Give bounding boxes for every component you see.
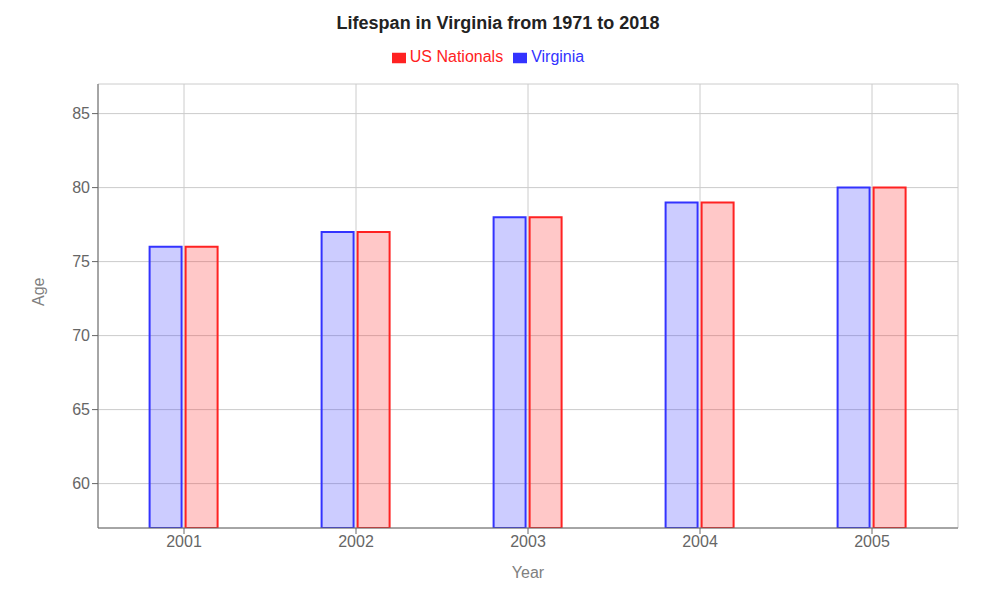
svg-text:85: 85 [72,105,90,122]
svg-text:65: 65 [72,401,90,418]
svg-text:2002: 2002 [338,533,374,550]
svg-text:80: 80 [72,179,90,196]
svg-text:2003: 2003 [510,533,546,550]
html-text:Lifespan in Virginia from 1971: Lifespan in Virginia from 1971 to 2018 [336,13,660,33]
svg-text:Age: Age [30,277,47,306]
svg-text:70: 70 [72,327,90,344]
svg-text:2001: 2001 [166,533,202,550]
html-text:Virginia: Virginia [531,48,585,65]
svg-text:Year: Year [512,564,545,581]
svg-text:2005: 2005 [854,533,890,550]
svg-text:60: 60 [72,475,90,492]
svg-text:2004: 2004 [682,533,718,550]
svg-text:75: 75 [72,253,90,270]
html-text:US Nationals: US Nationals [409,48,504,65]
